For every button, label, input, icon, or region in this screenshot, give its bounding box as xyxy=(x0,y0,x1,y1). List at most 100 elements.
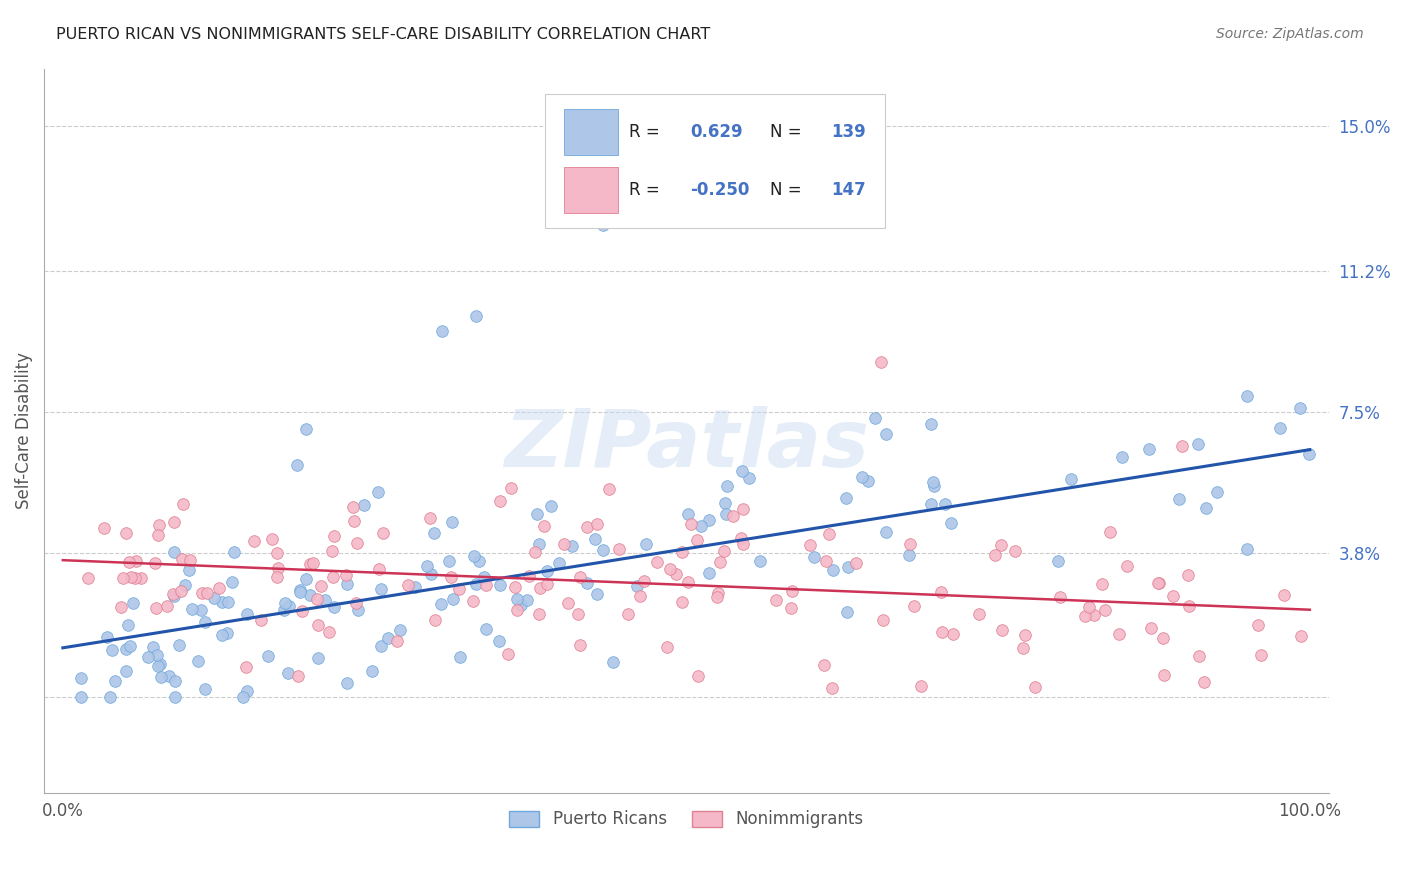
Point xyxy=(98,690,121,705)
Point xyxy=(430,325,453,339)
Point xyxy=(96,631,118,645)
Point xyxy=(299,588,322,602)
Point xyxy=(1147,576,1170,591)
Point xyxy=(665,567,688,582)
Point xyxy=(567,607,589,621)
Point xyxy=(449,582,471,597)
Point xyxy=(1139,442,1161,457)
Point xyxy=(277,666,299,681)
Point xyxy=(256,649,278,664)
Point xyxy=(117,617,139,632)
Point xyxy=(526,507,548,521)
Point xyxy=(1289,629,1312,643)
Point xyxy=(170,552,193,566)
Point xyxy=(922,475,945,489)
Point xyxy=(187,654,209,668)
Point xyxy=(875,426,897,441)
Point xyxy=(1247,617,1270,632)
Point xyxy=(709,555,731,569)
Point xyxy=(416,558,439,573)
Point xyxy=(780,601,803,615)
Point xyxy=(163,690,186,705)
Point xyxy=(236,683,259,698)
Point xyxy=(120,570,142,584)
Point xyxy=(250,613,273,627)
Point xyxy=(172,497,194,511)
Point xyxy=(851,470,873,484)
Point xyxy=(335,568,357,582)
Point xyxy=(77,571,100,585)
Point xyxy=(1177,599,1199,613)
Point xyxy=(323,528,346,542)
Point xyxy=(872,613,894,627)
Point xyxy=(309,579,332,593)
Point xyxy=(598,483,620,497)
Point xyxy=(347,602,370,616)
Point xyxy=(713,496,735,510)
Text: N =: N = xyxy=(770,123,807,141)
Point xyxy=(146,648,169,662)
Point xyxy=(464,576,486,591)
Point xyxy=(540,499,562,513)
FancyBboxPatch shape xyxy=(546,94,886,227)
Point xyxy=(266,546,288,560)
Point xyxy=(162,587,184,601)
Point xyxy=(658,562,681,576)
Point xyxy=(287,669,309,683)
Point xyxy=(1090,577,1112,591)
Point xyxy=(242,533,264,548)
Point xyxy=(516,593,538,607)
Point xyxy=(1177,568,1199,582)
Point xyxy=(163,545,186,559)
Point xyxy=(475,622,498,636)
Point xyxy=(1236,541,1258,556)
Point xyxy=(489,494,512,508)
Point xyxy=(179,552,201,566)
Point xyxy=(821,681,844,696)
Point xyxy=(655,640,678,654)
Point xyxy=(765,592,787,607)
Point xyxy=(361,665,384,679)
Point xyxy=(190,602,212,616)
Point xyxy=(472,570,495,584)
Point xyxy=(510,598,533,612)
Point xyxy=(488,634,510,648)
Point xyxy=(346,536,368,550)
Point xyxy=(295,422,318,436)
Point xyxy=(112,571,135,585)
Point xyxy=(353,499,375,513)
Point xyxy=(1250,648,1272,662)
Point xyxy=(910,679,932,693)
Point xyxy=(180,601,202,615)
Point xyxy=(149,657,172,672)
Point xyxy=(430,597,453,611)
Point xyxy=(863,410,886,425)
Point xyxy=(236,607,259,621)
Point xyxy=(262,532,284,546)
Point xyxy=(671,545,693,559)
Point xyxy=(115,642,138,657)
Text: R =: R = xyxy=(628,181,665,199)
Point xyxy=(285,458,308,473)
Text: PUERTO RICAN VS NONIMMIGRANTS SELF-CARE DISABILITY CORRELATION CHART: PUERTO RICAN VS NONIMMIGRANTS SELF-CARE … xyxy=(56,27,710,42)
Point xyxy=(342,500,364,514)
Point xyxy=(1153,668,1175,682)
Point xyxy=(576,575,599,590)
Point xyxy=(423,526,446,541)
Point xyxy=(211,594,233,608)
Point xyxy=(146,527,169,541)
Point xyxy=(813,657,835,672)
Point xyxy=(799,538,821,552)
Point xyxy=(336,676,359,690)
Point xyxy=(396,578,419,592)
Point xyxy=(318,625,340,640)
Point xyxy=(468,554,491,568)
Point xyxy=(307,650,329,665)
Point xyxy=(633,574,655,589)
Point xyxy=(1147,576,1170,591)
Point xyxy=(607,541,630,556)
Point xyxy=(616,607,638,621)
Point xyxy=(898,537,921,551)
Point xyxy=(167,638,190,652)
Point xyxy=(145,557,167,571)
